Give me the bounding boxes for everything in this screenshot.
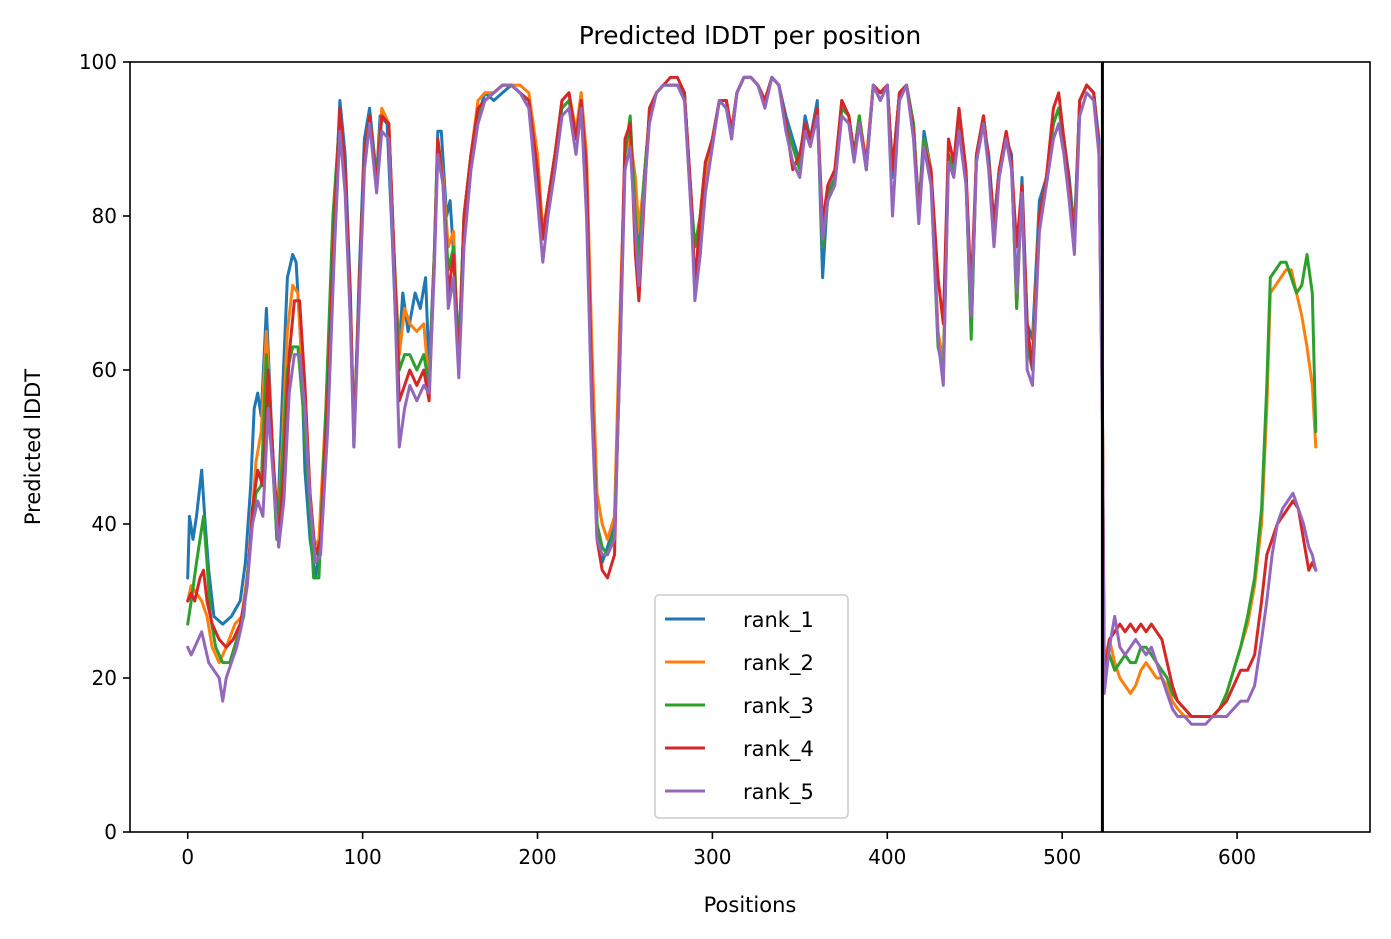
x-axis-label: Positions [704, 893, 797, 917]
y-tick-label: 80 [92, 204, 117, 228]
legend-label-rank-3: rank_3 [743, 694, 814, 719]
y-axis: 0 20 40 60 80 100 [79, 50, 130, 844]
y-tick-label: 20 [92, 666, 117, 690]
legend-label-rank-1: rank_1 [743, 608, 814, 633]
x-tick-label: 600 [1218, 845, 1256, 869]
y-tick-label: 60 [92, 358, 117, 382]
x-tick-label: 100 [344, 845, 382, 869]
legend-box [654, 594, 849, 819]
x-axis: 0 100 200 300 400 500 600 [181, 832, 1256, 869]
y-tick-label: 40 [92, 512, 117, 536]
chart-title: Predicted lDDT per position [579, 21, 921, 50]
plot-area [186, 62, 1318, 832]
y-tick-label: 100 [79, 50, 117, 74]
legend-label-rank-2: rank_2 [743, 651, 814, 676]
x-tick-label: 300 [693, 845, 731, 869]
x-tick-label: 200 [518, 845, 556, 869]
x-tick-label: 400 [868, 845, 906, 869]
plot-frame [129, 61, 1371, 833]
y-axis-label: Predicted lDDT [21, 369, 45, 525]
x-tick-label: 500 [1043, 845, 1081, 869]
legend: rank_1 rank_2 rank_3 rank_4 rank_5 [654, 594, 849, 819]
x-tick-label: 0 [181, 845, 194, 869]
legend-label-rank-5: rank_5 [743, 780, 814, 805]
y-tick-label: 0 [104, 820, 117, 844]
legend-label-rank-4: rank_4 [743, 737, 814, 762]
series-line-rank-5 [186, 75, 1318, 726]
